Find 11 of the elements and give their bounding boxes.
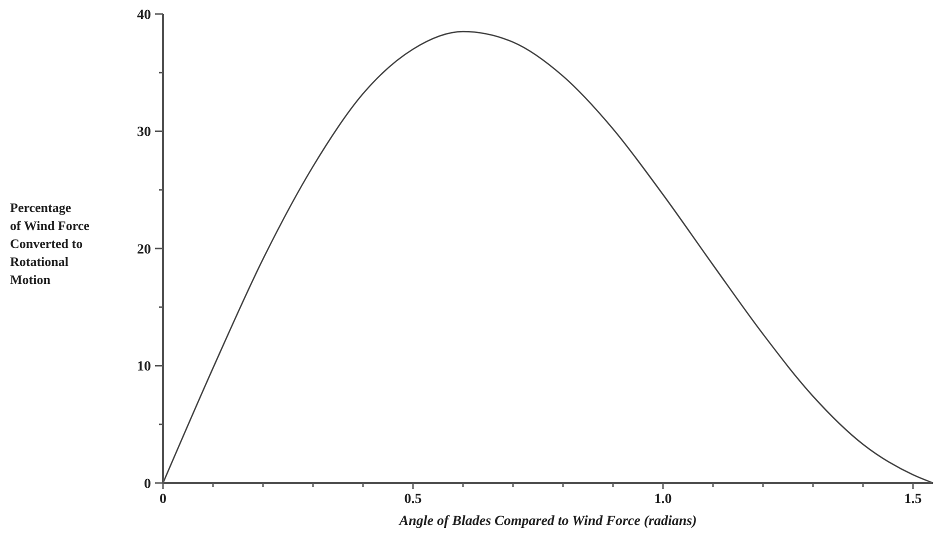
y-tick-label: 30	[137, 125, 151, 140]
y-tick-label: 20	[137, 242, 151, 258]
x-tick-label: 0	[160, 492, 166, 507]
y-tick-label: 40	[137, 8, 151, 23]
y-axis-title: Percentage of Wind Force Converted to Rotational Motion	[10, 200, 90, 287]
x-tick-label: 1.5	[904, 492, 922, 507]
x-axis-title: Angle of Blades Compared to Wind Force (radians)	[398, 514, 697, 529]
y-tick-label: 10	[137, 360, 151, 375]
x-tick-label: 0.5	[404, 492, 422, 507]
y-tick-label: 0	[144, 476, 151, 492]
x-tick-label: 1.0	[654, 492, 672, 507]
